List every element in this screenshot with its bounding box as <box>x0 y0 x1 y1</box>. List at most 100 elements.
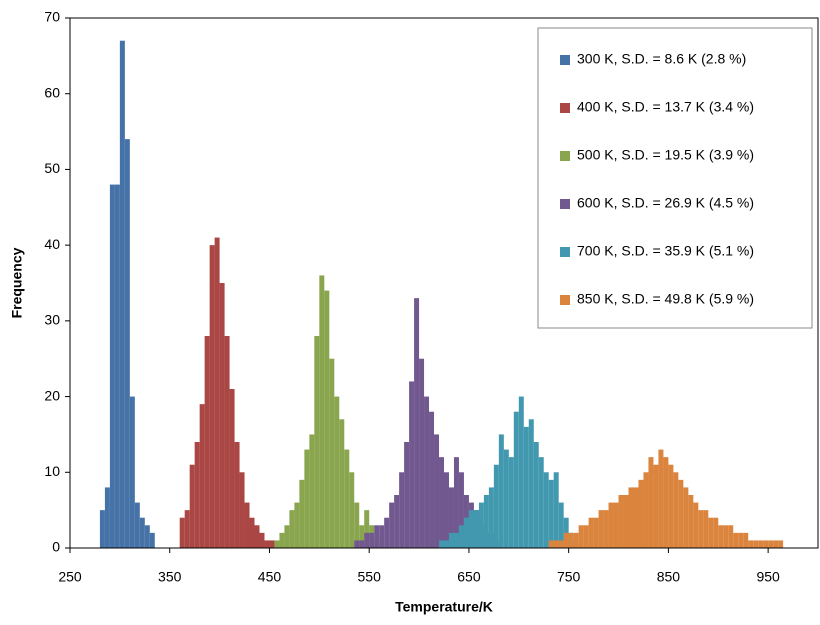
legend-swatch <box>560 103 570 113</box>
bar <box>249 517 255 548</box>
bar <box>683 487 689 548</box>
bar <box>533 442 539 548</box>
legend-label: 500 K, S.D. = 19.5 K (3.9 %) <box>577 147 754 163</box>
y-tick-label: 50 <box>44 160 60 176</box>
bar <box>149 532 155 548</box>
bar <box>543 472 549 548</box>
x-tick-label: 550 <box>358 569 382 585</box>
bar <box>189 464 195 548</box>
bar <box>204 336 210 548</box>
bar <box>738 532 744 548</box>
bar <box>334 396 340 548</box>
bar <box>409 381 415 548</box>
bar <box>359 540 365 548</box>
bar <box>444 540 449 548</box>
bar <box>718 525 724 548</box>
bar <box>758 540 764 548</box>
bar <box>139 517 145 548</box>
bar <box>424 396 430 548</box>
bar <box>728 525 734 548</box>
bar <box>703 510 709 548</box>
bar <box>434 434 440 548</box>
bar <box>778 540 784 548</box>
bar <box>488 487 494 548</box>
bar <box>708 517 714 548</box>
bar <box>444 472 449 548</box>
bar <box>309 434 315 548</box>
bar <box>349 472 355 548</box>
bar <box>508 457 514 548</box>
bar <box>573 532 579 548</box>
bar <box>359 525 365 548</box>
bar <box>553 472 559 548</box>
bar <box>638 479 644 548</box>
y-tick-label: 40 <box>44 236 60 252</box>
legend-swatch <box>560 247 570 257</box>
bar <box>563 532 569 548</box>
legend-label: 850 K, S.D. = 49.8 K (5.9 %) <box>577 291 754 307</box>
bar <box>239 472 245 548</box>
bar <box>698 510 704 548</box>
y-tick-label: 70 <box>44 9 60 25</box>
legend-label: 700 K, S.D. = 35.9 K (5.1 %) <box>577 243 754 259</box>
bar <box>214 237 220 549</box>
bar <box>608 502 614 548</box>
plot-frame <box>69 17 819 549</box>
bar <box>593 517 599 548</box>
bar <box>324 290 330 548</box>
bar <box>448 532 454 548</box>
bar <box>483 495 489 548</box>
legend-label: 300 K, S.D. = 8.6 K (2.8 %) <box>577 51 746 67</box>
bar <box>314 336 320 548</box>
bar <box>768 540 774 548</box>
bar <box>453 532 459 548</box>
bar <box>224 336 230 548</box>
bar <box>414 298 420 548</box>
bar <box>134 502 140 548</box>
bar <box>693 502 699 548</box>
bar <box>723 525 729 548</box>
bar <box>613 502 619 548</box>
bar <box>264 540 270 548</box>
bar <box>339 419 345 548</box>
bar <box>528 419 534 548</box>
bar <box>289 510 295 548</box>
bar <box>733 532 739 548</box>
bar <box>379 525 385 548</box>
bar <box>184 510 190 548</box>
bar <box>104 487 110 548</box>
bar <box>503 449 509 548</box>
bar <box>229 389 235 548</box>
bar <box>294 502 300 548</box>
bar <box>194 442 200 548</box>
bar <box>274 540 280 548</box>
bar <box>234 442 240 548</box>
bar <box>144 525 150 548</box>
bar <box>453 457 459 548</box>
bar <box>219 283 225 548</box>
bar <box>458 525 464 548</box>
bar <box>618 495 624 548</box>
y-tick-label: 10 <box>44 463 60 479</box>
bar <box>493 464 499 548</box>
bar <box>369 532 375 548</box>
bar <box>763 540 769 548</box>
bar <box>129 396 135 548</box>
bar <box>354 502 360 548</box>
y-tick-label: 30 <box>44 312 60 328</box>
x-tick-label: 450 <box>258 569 282 585</box>
bar <box>364 532 370 548</box>
bar <box>748 540 754 548</box>
bar <box>558 502 564 548</box>
bar <box>538 457 544 548</box>
x-tick-label: 250 <box>58 569 82 585</box>
bar <box>259 532 265 548</box>
bar <box>598 510 604 548</box>
bar <box>633 487 639 548</box>
bar <box>429 411 435 548</box>
y-tick-label: 60 <box>44 84 60 100</box>
bar <box>658 449 664 548</box>
bar <box>478 502 484 548</box>
bar <box>743 532 749 548</box>
bar <box>643 472 649 548</box>
